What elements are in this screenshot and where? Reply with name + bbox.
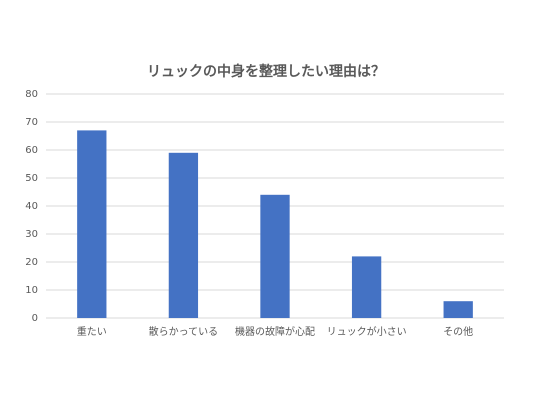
y-tick-label: 50: [25, 173, 38, 184]
y-tick-label: 20: [25, 257, 38, 268]
bar: [260, 194, 290, 318]
y-tick-label: 70: [25, 117, 38, 128]
y-tick-label: 0: [32, 313, 38, 324]
y-tick-label: 40: [25, 201, 38, 212]
bar: [168, 152, 199, 318]
x-tick-label: リュックが小さい: [327, 325, 407, 338]
y-tick-label: 30: [25, 229, 38, 240]
chart-title: リュックの中身を整理したい理由は？: [147, 63, 385, 80]
y-tick-label: 80: [25, 89, 38, 100]
y-tick-label: 60: [25, 145, 38, 156]
bar: [351, 256, 382, 318]
x-tick-label: 散らかっている: [149, 325, 219, 338]
x-tick-label: 重たい: [77, 325, 107, 338]
bar: [77, 130, 107, 318]
bar: [443, 301, 473, 318]
x-tick-label: 機器の故障が心配: [235, 325, 315, 338]
x-tick-label: その他: [443, 325, 473, 338]
y-tick-label: 10: [25, 285, 38, 296]
